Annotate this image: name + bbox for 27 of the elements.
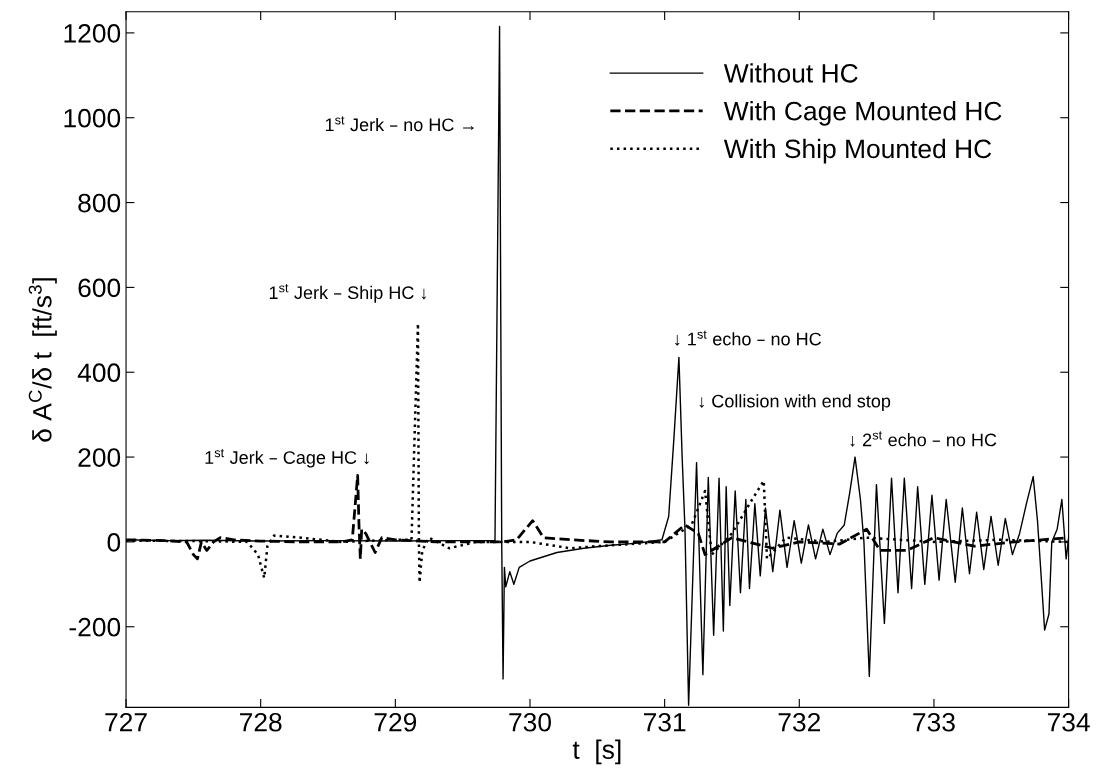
legend-label: Without HC [723, 63, 858, 83]
annotation: 1$^{st}$ Jerk – Cage HC ↓ [205, 448, 369, 468]
x-tick-label: 732 [778, 712, 820, 732]
y-tick-label: 800 [78, 193, 121, 213]
legend-label: With Cage Mounted HC [723, 101, 1002, 126]
x-tick-label: 734 [1047, 712, 1090, 732]
annotation: ↓ 2$^{st}$ echo – no HC [850, 431, 997, 447]
annotation: ↓ 1$^{st}$ echo – no HC [675, 330, 822, 346]
y-tick-label: -200 [69, 617, 121, 637]
x-tick-label: 733 [913, 712, 955, 732]
y-tick-label: 600 [78, 278, 121, 298]
y-tick-label: 400 [77, 363, 121, 383]
y-tick-label: 200 [78, 448, 121, 467]
x-tick-label: 731 [643, 712, 686, 732]
annotation: 1$^{st}$ Jerk – no HC → [325, 116, 474, 132]
x-tick-label: 727 [105, 712, 147, 732]
y-tick-label: 0 [107, 533, 121, 552]
x-tick-label: 728 [240, 712, 282, 732]
x-axis-title: t [s] [572, 739, 621, 765]
x-tick-label: 730 [509, 712, 551, 732]
y-tick-label: 1200 [64, 24, 121, 43]
annotation: 1$^{st}$ Jerk – Ship HC ↓ [269, 284, 427, 303]
legend-label: With Ship Mounted HC [723, 138, 992, 164]
y-axis-title: δ A$^{C}$/δ t [ft/s$^{3}$] [28, 278, 57, 442]
x-tick-label: 729 [374, 712, 417, 732]
annotation: ↓ Collision with end stop [699, 394, 891, 412]
y-tick-label: 1000 [64, 108, 121, 128]
